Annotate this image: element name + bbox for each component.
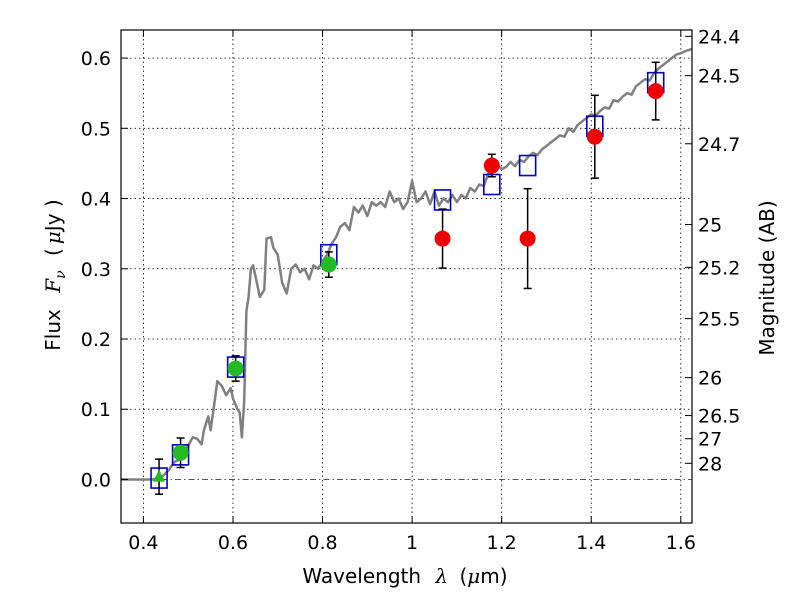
axis-ticks: 0.4 0.6 0.8 1 1.2 1.4 1.6 0.0 0.1 0.2 0.3 0.4 0.5 0.6… (81, 26, 741, 554)
mag-tick-label: 24.4 (698, 26, 740, 48)
axes-frame (120, 29, 693, 524)
photometry-point (227, 360, 244, 377)
model-sed-line (121, 47, 693, 481)
mag-tick-label: 25.2 (698, 257, 740, 279)
y-tick-label: 0.0 (81, 469, 111, 491)
mag-tick-label: 25 (698, 215, 722, 237)
mag-tick-label: 27 (698, 429, 722, 451)
photometry-point (434, 230, 451, 247)
y-tick-label: 0.6 (81, 48, 111, 70)
magnitude-axis-label: Magnitude (AB) (755, 200, 779, 355)
mag-tick-label: 24.5 (698, 66, 740, 88)
y-tick-label: 0.5 (81, 118, 111, 140)
mag-tick-label: 26.5 (698, 406, 740, 428)
x-tick-label: 0.8 (307, 532, 337, 554)
photometry-point (320, 256, 337, 273)
y-tick-label: 0.3 (81, 259, 111, 281)
mag-tick-label: 26 (698, 368, 722, 390)
y-tick-label: 0.1 (81, 399, 111, 421)
photometry-point (586, 128, 603, 145)
plot-area (121, 47, 693, 495)
x-tick-label: 0.4 (128, 532, 158, 554)
photometry-point (519, 230, 536, 247)
x-tick-label: 0.6 (218, 532, 248, 554)
x-axis-label: Wavelength λ (μm) (302, 564, 507, 588)
mag-tick-label: 24.7 (698, 134, 740, 156)
y-axis-label: Flux Fν (μJy ) (41, 199, 70, 350)
y-tick-label: 0.4 (81, 189, 111, 211)
y-tick-label: 0.2 (81, 329, 111, 351)
photometry-point (172, 444, 189, 461)
photometry-point (647, 83, 664, 100)
x-tick-label: 1.6 (666, 532, 696, 554)
x-tick-label: 1.4 (576, 532, 606, 554)
x-tick-label: 1.2 (487, 532, 517, 554)
mag-tick-label: 25.5 (698, 309, 740, 331)
photometry-point (483, 157, 500, 174)
model-flux-square (518, 154, 537, 177)
x-tick-label: 1 (406, 532, 418, 554)
upper-limit-triangle (153, 469, 166, 482)
mag-tick-label: 28 (698, 453, 722, 475)
grid (121, 30, 692, 523)
